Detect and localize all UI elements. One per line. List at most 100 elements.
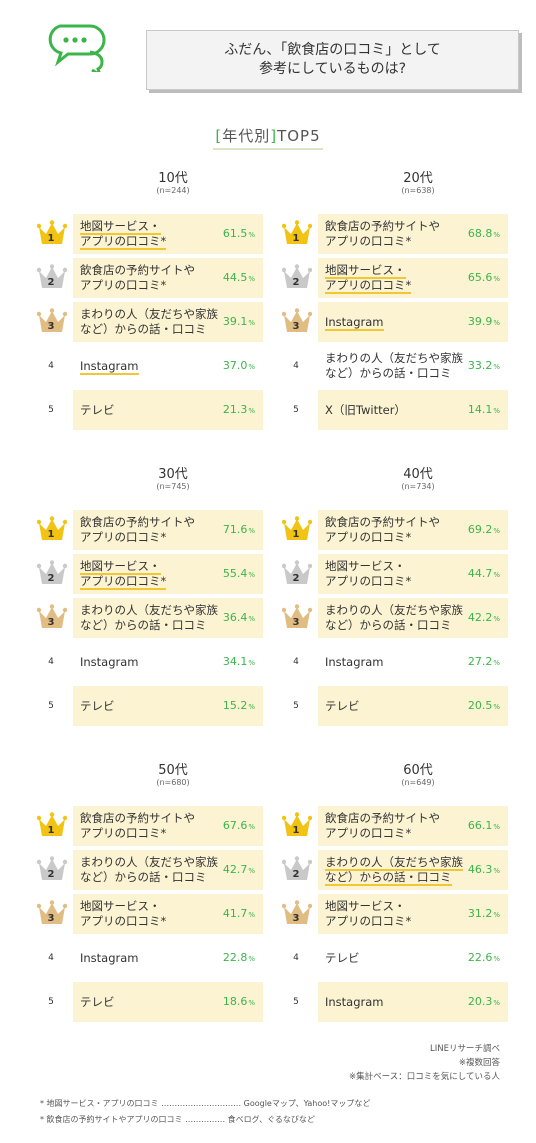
ranking-row: 1 飲食店の予約サイトや アプリの口コミ* 67.6% [33,806,273,846]
panel-sample-size: (n=649) [401,778,435,787]
footer-note-multiple: ※複数回答 [458,1058,500,1068]
item-label-text: アプリの口コミ* [80,530,167,544]
percentage-unit: % [248,867,255,875]
item-label-line: アプリの口コミ* [80,826,195,841]
rank-marker: 1 [33,510,69,550]
panel-title: 40代 [403,467,433,482]
ranking-row: 2 地図サービス・ アプリの口コミ* 44.7% [278,554,518,594]
percentage-number: 68.8 [467,227,493,240]
item-label-line: など）からの話・口コミ [80,870,218,885]
item-label-line: テレビ [325,951,360,966]
percentage-unit: % [493,703,500,711]
footer-source: LINEリサーチ調べ [430,1044,500,1054]
percentage-number: 22.8 [222,951,248,964]
ranking-cell: 飲食店の予約サイトや アプリの口コミ* 44.5% [73,258,263,298]
percentage-value: 42.2% [468,611,500,624]
percentage-unit: % [248,407,255,415]
rank-number: 5 [293,701,299,711]
item-label-text: など）からの話・口コミ [325,870,452,886]
title-box: ふだん、「飲食店の口コミ」として 参考にしているものは? [146,30,519,90]
percentage-unit: % [248,527,255,535]
rank-number: 4 [293,361,299,371]
bronze-crown-icon [282,900,312,924]
ranking-row: 3 まわりの人（友だちや家族 など）からの話・口コミ 39.1% [33,302,273,342]
item-label-line: 地図サービス・ [325,263,411,279]
silver-crown-icon [282,264,312,288]
ranking-cell: 地図サービス・ アプリの口コミ* 65.6% [318,258,508,298]
ranking-cell: テレビ 21.3% [73,390,263,430]
item-label-text: まわりの人（友だちや家族 [80,855,218,869]
percentage-number: 36.4 [222,611,248,624]
item-label-line: まわりの人（友だちや家族 [325,603,463,618]
ranking-cell: 飲食店の予約サイトや アプリの口コミ* 66.1% [318,806,508,846]
item-label: Instagram [80,642,139,682]
percentage-number: 42.7 [222,863,248,876]
item-label: Instagram [325,642,384,682]
item-label-line: 地図サービス・ [80,559,166,575]
percentage-unit: % [493,363,500,371]
rank-marker: 3 [278,302,314,342]
percentage-number: 44.7 [467,567,493,580]
ranking-row: 1 飲食店の予約サイトや アプリの口コミ* 69.2% [278,510,518,550]
ranking-row: 4 テレビ 22.6% [278,938,518,978]
percentage-unit: % [248,955,255,963]
rank-number: 5 [293,997,299,1007]
percentage-number: 37.0 [222,359,248,372]
rank-marker: 3 [278,598,314,638]
rank-number: 1 [292,825,300,836]
gold-crown-icon [282,812,312,836]
percentage-number: 67.6 [222,819,248,832]
item-label: まわりの人（友だちや家族 など）からの話・口コミ [325,346,463,386]
percentage-unit: % [248,571,255,579]
ranking-row: 1 地図サービス・ アプリの口コミ* 61.5% [33,214,273,254]
ranking-cell: Instagram 34.1% [73,642,263,682]
ranking-cell: 飲食店の予約サイトや アプリの口コミ* 71.6% [73,510,263,550]
rank-marker: 3 [278,894,314,934]
percentage-unit: % [248,823,255,831]
ranking-panel: 10代 (n=244) 1 地図サービス・ アプリの口コミ* 61.5% 2 飲食店の予約サイ… [33,171,273,433]
rank-marker: 4 [278,642,314,682]
rank-marker: 2 [278,850,314,890]
percentage-value: 27.2% [468,655,500,668]
item-label: テレビ [80,686,115,726]
item-label-text: Instagram [325,654,384,669]
percentage-value: 37.0% [223,359,255,372]
percentage-value: 18.6% [223,995,255,1008]
ranking-row: 3 地図サービス・ アプリの口コミ* 31.2% [278,894,518,934]
item-label-text: アプリの口コミ* [80,574,167,590]
percentage-value: 68.8% [468,227,500,240]
gold-crown-icon [37,220,67,244]
rank-number: 3 [292,617,300,628]
item-label: Instagram [80,346,139,386]
item-label-text: など）からの話・口コミ [80,870,207,884]
item-label: まわりの人（友だちや家族 など）からの話・口コミ [80,302,218,342]
rank-marker: 5 [33,982,69,1022]
ranking-cell: Instagram 27.2% [318,642,508,682]
footer-sources: LINEリサーチ調べ ※複数回答 ※集計ベース：口コミを気にしている人 [240,1042,500,1084]
percentage-number: 41.7 [222,907,248,920]
rank-number: 3 [292,913,300,924]
panel-title: 60代 [403,763,433,778]
item-label-text: 飲食店の予約サイトや [80,515,195,529]
percentage-number: 18.6 [222,995,248,1008]
item-label-text: Instagram [80,654,139,669]
ranking-cell: まわりの人（友だちや家族 など）からの話・口コミ 33.2% [318,346,508,386]
panel-title: 20代 [403,171,433,186]
percentage-value: 31.2% [468,907,500,920]
item-label-line: 地図サービス・ [80,219,166,235]
bronze-crown-icon [37,308,67,332]
silver-crown-icon [282,560,312,584]
subhead-close-bracket: ] [270,127,278,145]
percentage-unit: % [248,659,255,667]
percentage-value: 21.3% [223,403,255,416]
item-label-line: Instagram [80,951,139,966]
item-label-text: まわりの人（友だちや家族 [325,351,463,365]
ranking-row: 1 飲食店の予約サイトや アプリの口コミ* 71.6% [33,510,273,550]
ranking-row: 4 Instagram 37.0% [33,346,273,386]
item-label-line: アプリの口コミ* [80,530,195,545]
item-label-line: X（旧Twitter） [325,403,406,418]
item-label: まわりの人（友だちや家族 など）からの話・口コミ [325,850,463,890]
subhead-suffix: TOP5 [277,127,321,145]
percentage-number: 61.5 [222,227,248,240]
item-label-line: など）からの話・口コミ [325,870,463,886]
